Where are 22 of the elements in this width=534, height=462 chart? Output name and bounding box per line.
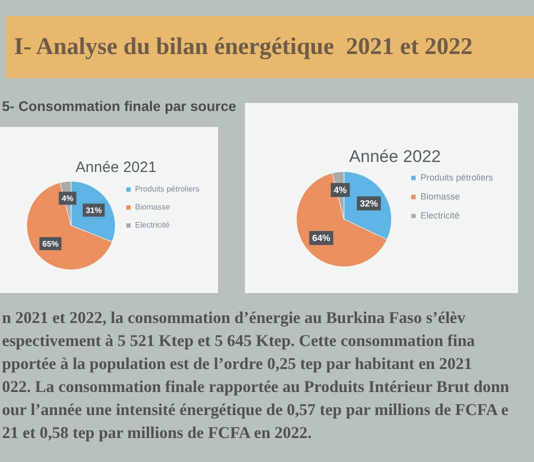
chart-title: Année 2021	[76, 159, 156, 176]
text: pportée à la population est de l’ordre 0,25 tep par habitant en 2021	[2, 353, 474, 375]
data-label: 4%	[334, 184, 347, 195]
legend-label: Electricité	[420, 210, 460, 220]
legend-label: Produits pétroliers	[420, 172, 494, 182]
data-label: 4%	[62, 194, 74, 203]
legend-label: Biomasse	[420, 191, 460, 202]
data-label: 64%	[312, 232, 330, 243]
legend-label: Electricité	[135, 220, 170, 230]
text: our l’année une intensité énergétique de 0,57 tep par millions de FCFA e	[2, 399, 510, 421]
legend-label: Biomasse	[135, 202, 171, 212]
legend-label: Produits pétroliers	[135, 184, 200, 194]
text: I- Analyse du bilan énergétique 2021 et 2022	[14, 34, 473, 61]
chart-title: Année 2022	[349, 146, 441, 166]
data-label: 31%	[86, 206, 102, 215]
text: 21 et 0,58 tep par millions de FCFA en 2022.	[2, 422, 313, 444]
text: n 2021 et 2022, la consommation d’énergie au Burkina Faso s’élèv	[2, 307, 466, 329]
data-label: 65%	[42, 239, 58, 248]
text: espectivement à 5 521 Ktep et 5 645 Ktep. Cette consommation fina	[2, 330, 476, 352]
text: 022. La consommation finale rapportée au Produits Intérieur Brut donn	[2, 376, 510, 398]
text: 5- Consommation finale par source	[2, 98, 236, 114]
data-label: 32%	[360, 198, 378, 208]
